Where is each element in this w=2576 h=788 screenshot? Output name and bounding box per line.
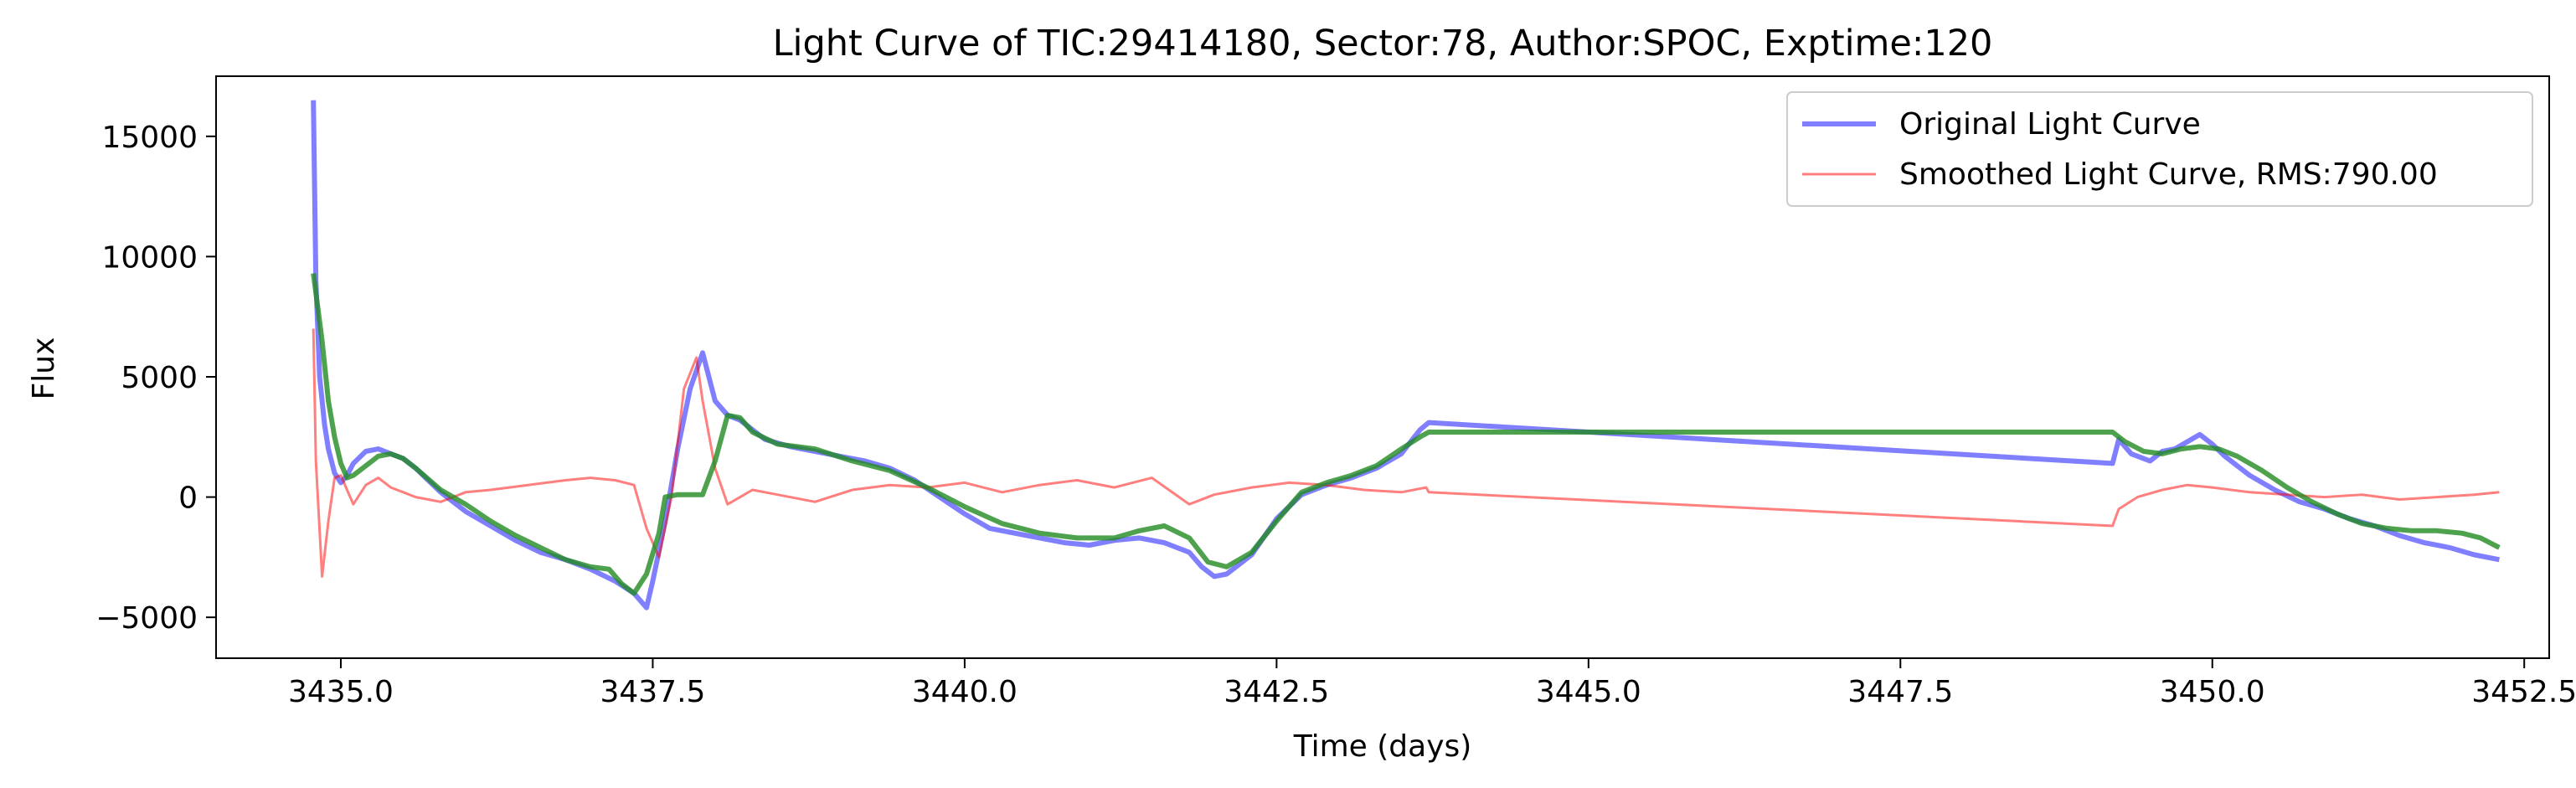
x-tick-label: 3445.0 [1536,675,1641,709]
x-axis-label: Time (days) [1293,729,1472,764]
x-tick-label: 3437.5 [600,675,705,709]
y-tick-label: −5000 [95,601,198,636]
plot-frame [215,75,2550,659]
x-tick-label: 3450.0 [2160,675,2265,709]
x-tick-label: 3435.0 [288,675,394,709]
legend-box [1786,91,2533,207]
y-axis-ticks: −5000 0 5000 10000 15000 [95,121,216,636]
x-axis-ticks: 3435.0 3437.5 3440.0 3442.5 3445.0 3447.5 3450… [288,658,2576,709]
series-line-trend [311,273,2501,596]
x-tick-label: 3442.5 [1224,675,1329,709]
x-tick-label: 3447.5 [1847,675,1953,709]
y-axis-label: Flux [27,337,61,400]
legend-label-smoothed: Smoothed Light Curve, RMS:790.00 [1899,157,2438,192]
y-tick-label: 10000 [101,240,198,275]
series-line-smoothed [312,328,2500,578]
y-tick-label: 5000 [121,361,198,395]
series-layer [311,100,2501,610]
legend: Original Light Curve Smoothed Light Curv… [1786,91,2533,207]
y-tick-label: 15000 [101,121,198,155]
legend-label-original: Original Light Curve [1899,107,2201,142]
chart-title: Light Curve of TIC:29414180, Sector:78, … [773,23,1993,64]
y-tick-label: 0 [178,482,198,516]
x-tick-label: 3440.0 [912,675,1018,709]
x-tick-label: 3452.5 [2471,675,2576,709]
